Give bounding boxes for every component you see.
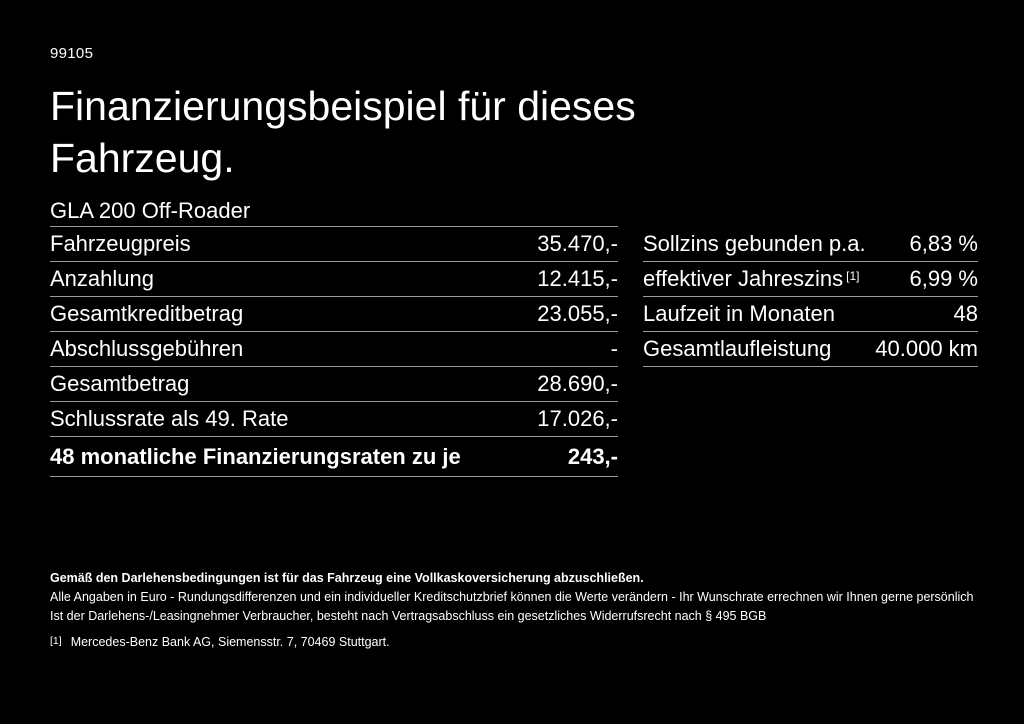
table-row-term-months: Laufzeit in Monaten 48 (643, 297, 978, 332)
page-title-line-2: Fahrzeug. (50, 135, 235, 181)
row-value: - (610, 336, 618, 361)
finance-tables-section: GLA 200 Off-Roader Fahrzeugpreis 35.470,… (50, 195, 978, 477)
table-row-effective-interest: effektiver Jahreszins [1] 6,99 % (643, 262, 978, 297)
doc-number: 99105 (50, 45, 94, 62)
row-label: Gesamtkreditbetrag (50, 301, 244, 326)
table-row-down-payment: Anzahlung 12.415,- (50, 262, 618, 297)
row-label-text: effektiver Jahreszins (643, 266, 844, 291)
row-value: 23.055,- (537, 301, 618, 326)
row-value: 40.000 km (875, 336, 978, 361)
row-label: Gesamtbetrag (50, 371, 190, 396)
row-value: 28.690,- (537, 371, 618, 396)
row-label: Schlussrate als 49. Rate (50, 406, 289, 431)
disclaimer-line-1: Alle Angaben in Euro - Rundungsdifferenz… (50, 590, 974, 604)
finance-table: GLA 200 Off-Roader Fahrzeugpreis 35.470,… (50, 195, 618, 477)
row-label: Abschlussgebühren (50, 336, 244, 361)
table-row-total-credit: Gesamtkreditbetrag 23.055,- (50, 297, 618, 332)
conditions-table: Sollzins gebunden p.a. 6,83 % effektiver… (643, 227, 978, 367)
table-row-vehicle-price: Fahrzeugpreis 35.470,- (50, 227, 618, 262)
row-label: 48 monatliche Finanzierungsraten zu je (50, 443, 461, 469)
footnote-marker: [1] (50, 635, 62, 647)
row-value: 17.026,- (537, 406, 618, 431)
footnote: [1] Mercedes-Benz Bank AG, Siemensstr. 7,… (50, 633, 978, 653)
row-value: 12.415,- (537, 266, 618, 291)
footer: Gemäß den Darlehensbedingungen ist für d… (50, 569, 978, 653)
table-row-monthly-rate: 48 monatliche Finanzierungsraten zu je 2… (50, 437, 618, 477)
disclaimer-line-2: Ist der Darlehens-/Leasingnehmer Verbrau… (50, 609, 767, 623)
page-title: Finanzierungsbeispiel für dieses Fahrzeu… (50, 80, 978, 184)
row-value: 48 (953, 301, 978, 326)
row-label: Fahrzeugpreis (50, 231, 191, 256)
row-label: Laufzeit in Monaten (643, 301, 836, 326)
row-label: Gesamtlaufleistung (643, 336, 832, 361)
page-title-line-1: Finanzierungsbeispiel für dieses (50, 83, 636, 129)
footnote-ref: [1] (846, 269, 860, 283)
vehicle-model: GLA 200 Off-Roader (50, 195, 618, 227)
table-row-closing-fees: Abschlussgebühren - (50, 332, 618, 367)
row-value: 6,99 % (909, 266, 979, 291)
insurance-note: Gemäß den Darlehensbedingungen ist für d… (50, 571, 644, 585)
row-value: 243,- (567, 443, 618, 469)
table-row-nominal-interest: Sollzins gebunden p.a. 6,83 % (643, 227, 978, 262)
row-value: 35.470,- (537, 231, 618, 256)
table-row-total-mileage: Gesamtlaufleistung 40.000 km (643, 332, 978, 367)
row-label: Sollzins gebunden p.a. (643, 231, 866, 256)
table-row-total-amount: Gesamtbetrag 28.690,- (50, 367, 618, 402)
footnote-text: Mercedes-Benz Bank AG, Siemensstr. 7, 70… (70, 635, 390, 649)
row-label: Anzahlung (50, 266, 154, 291)
row-value: 6,83 % (909, 231, 979, 256)
table-row-final-rate: Schlussrate als 49. Rate 17.026,- (50, 402, 618, 437)
row-label: effektiver Jahreszins [1] (643, 266, 859, 292)
